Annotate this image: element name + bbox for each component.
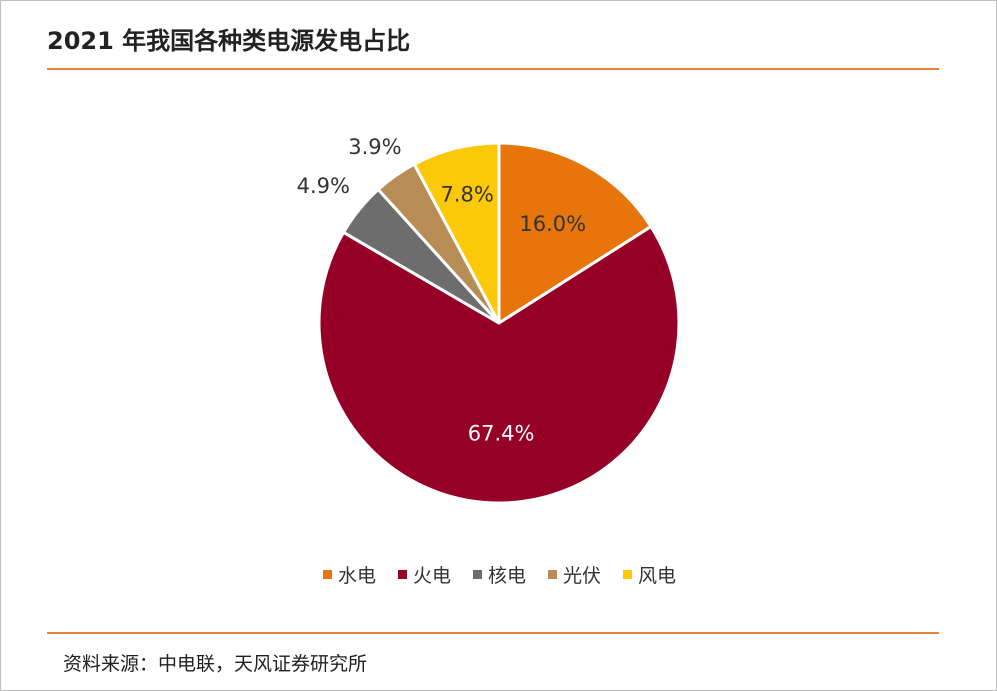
slice-label-4: 3.9% [348,135,401,159]
legend-item-5: 风电 [623,561,676,588]
slice-label-3: 4.9% [297,174,350,198]
legend-label-5: 风电 [638,565,677,587]
pie-slice-1 [497,141,654,326]
title-divider [47,68,939,70]
legend-swatch-2 [397,570,407,579]
chart-legend: 水电 火电 核电 光伏 风电 [1,561,997,588]
legend-item-3: 核电 [472,561,526,588]
legend-label-4: 光伏 [563,565,602,587]
chart-title: 2021 年我国各种类电源发电占比 [47,27,411,55]
source-divider [47,632,939,634]
legend-label-1: 水电 [337,565,376,587]
pie-slice-2 [317,224,681,505]
slice-label-1: 16.0% [519,212,586,236]
legend-swatch-1 [322,570,332,579]
legend-label-3: 核电 [487,565,526,587]
legend-label-2: 火电 [412,565,451,587]
legend-item-1: 水电 [322,561,376,588]
source-note: 资料来源：中电联，天风证券研究所 [63,653,368,675]
legend-swatch-4 [548,570,557,579]
pie-slice-5 [412,141,501,324]
legend-swatch-3 [472,570,482,579]
slice-label-2: 67.4% [468,422,535,446]
legend-item-2: 火电 [397,561,451,588]
slice-label-5: 7.8% [440,183,493,207]
legend-swatch-5 [623,570,633,579]
legend-item-4: 光伏 [548,561,601,588]
